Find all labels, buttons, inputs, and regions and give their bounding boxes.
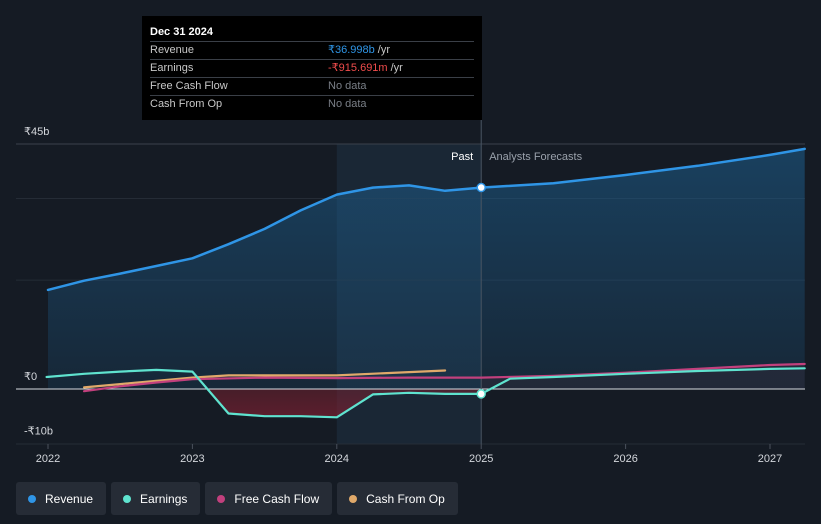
tooltip-value: No data <box>328 98 367 110</box>
revenue-area <box>48 148 805 389</box>
legend-label: Earnings <box>140 491 188 506</box>
tooltip-value: ₹36.998b <box>328 44 375 56</box>
legend-dot-icon <box>217 494 226 503</box>
x-tick-label: 2027 <box>758 453 782 465</box>
forecast-label: Analysts Forecasts <box>489 151 582 163</box>
earnings-negative-area <box>46 389 482 418</box>
legend-item-free-cash-flow[interactable]: Free Cash Flow <box>205 482 333 515</box>
legend-label: Revenue <box>45 491 94 506</box>
series-line-earnings <box>45 367 806 419</box>
tooltip-row-free-cash-flow: Free Cash Flow No data <box>150 77 474 95</box>
legend-item-cash-from-op[interactable]: Cash From Op <box>337 482 458 515</box>
tooltip-label: Earnings <box>150 62 194 74</box>
tooltip-value: -₹915.691m <box>328 62 388 74</box>
tooltip-row-revenue: Revenue ₹36.998b /yr <box>150 41 474 59</box>
past-label: Past <box>451 151 473 163</box>
legend-item-earnings[interactable]: Earnings <box>111 482 201 515</box>
legend: Revenue Earnings Free Cash Flow Cash Fro… <box>16 482 458 515</box>
legend-label: Free Cash Flow <box>234 491 320 506</box>
x-tick-label: 2022 <box>36 453 60 465</box>
legend-dot-icon <box>123 494 132 503</box>
series-line-revenue <box>46 147 806 292</box>
x-tick-label: 2025 <box>469 453 493 465</box>
tooltip-date: Dec 31 2024 <box>150 26 213 38</box>
legend-dot-icon <box>28 494 36 503</box>
y-tick-label: -₹10b <box>24 425 53 437</box>
x-tick-label: 2023 <box>180 453 204 465</box>
marker-earnings <box>476 389 486 399</box>
y-tick-label: ₹45b <box>24 126 49 138</box>
series-line-free-cash-flow <box>83 362 806 393</box>
tooltip-unit: /yr <box>377 44 390 56</box>
y-tick-label: ₹0 <box>24 371 37 383</box>
tooltip-label: Revenue <box>150 44 195 56</box>
tooltip-row-earnings: Earnings -₹915.691m /yr <box>150 59 474 77</box>
legend-dot-icon <box>349 494 358 503</box>
x-tick-label: 2024 <box>325 453 349 465</box>
tooltip-label: Free Cash Flow <box>150 80 228 92</box>
tooltip-label: Cash From Op <box>150 98 223 110</box>
tooltip-unit: /yr <box>390 62 403 74</box>
marker-revenue <box>476 182 486 193</box>
tooltip-value: No data <box>328 80 367 92</box>
x-tick-label: 2026 <box>613 453 637 465</box>
series-line-cash-from-op <box>83 369 447 389</box>
legend-label: Cash From Op <box>366 491 445 506</box>
tooltip: Dec 31 2024 Revenue ₹36.998b /yr Earning… <box>142 16 482 120</box>
legend-item-revenue[interactable]: Revenue <box>16 482 107 515</box>
tooltip-row-cash-from-op: Cash From Op No data <box>150 95 474 113</box>
